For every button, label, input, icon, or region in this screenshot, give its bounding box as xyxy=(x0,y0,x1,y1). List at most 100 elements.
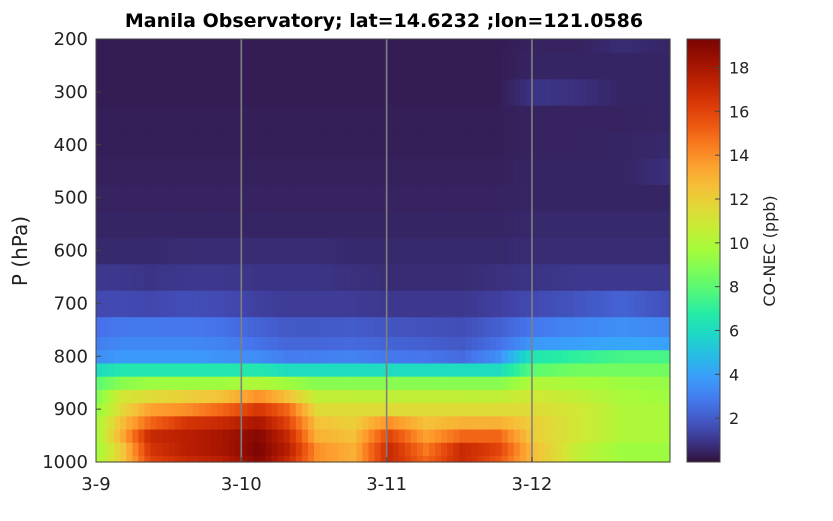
heatmap-cell xyxy=(229,349,236,364)
heatmap-cell xyxy=(126,210,133,238)
heatmap-cell xyxy=(429,105,436,133)
heatmap-cell xyxy=(562,316,569,338)
heatmap-cell xyxy=(368,389,376,404)
heatmap-cell xyxy=(416,428,424,443)
heatmap-cell xyxy=(198,336,206,351)
heatmap-cell xyxy=(126,157,133,186)
heatmap-cell xyxy=(168,290,176,318)
heatmap-cell xyxy=(580,290,588,318)
heatmap-cell xyxy=(410,389,418,404)
heatmap-cell xyxy=(592,237,600,265)
heatmap-cell xyxy=(320,455,327,463)
heatmap-cell xyxy=(356,52,364,80)
heatmap-cell xyxy=(435,442,442,456)
heatmap-cell xyxy=(150,263,158,291)
heatmap-cell xyxy=(138,442,146,456)
heatmap-cell xyxy=(356,415,364,430)
heatmap-cell xyxy=(198,210,206,238)
heatmap-cell xyxy=(289,290,297,318)
heatmap-cell xyxy=(483,428,491,443)
heatmap-cell xyxy=(531,362,539,377)
heatmap-cell xyxy=(416,237,424,265)
heatmap-cell xyxy=(574,263,581,291)
heatmap-cell xyxy=(604,362,612,377)
heatmap-cell xyxy=(217,389,224,404)
heatmap-cell xyxy=(634,442,642,456)
heatmap-cell xyxy=(144,157,152,186)
heatmap-cell xyxy=(616,415,624,430)
heatmap-cell xyxy=(168,105,176,133)
heatmap-cell xyxy=(186,442,194,456)
heatmap-cell xyxy=(150,157,158,186)
heatmap-cell xyxy=(447,39,454,53)
heatmap-cell xyxy=(659,376,666,390)
heatmap-cell xyxy=(259,157,267,186)
heatmap-cell xyxy=(465,184,472,212)
heatmap-cell xyxy=(174,131,182,159)
heatmap-cell xyxy=(332,442,339,456)
y-tick-label: 400 xyxy=(54,135,88,156)
heatmap-cell xyxy=(525,52,533,80)
heatmap-cell xyxy=(138,402,146,417)
heatmap-cell xyxy=(204,263,212,291)
heatmap-cell xyxy=(586,349,594,364)
heatmap-cell xyxy=(132,78,139,106)
heatmap-cell xyxy=(259,39,267,53)
heatmap-cell xyxy=(429,442,436,456)
heatmap-cell xyxy=(501,442,509,456)
heatmap-cell xyxy=(198,184,206,212)
heatmap-cell xyxy=(435,263,442,291)
heatmap-cell xyxy=(659,184,666,212)
heatmap-cell xyxy=(204,336,212,351)
heatmap-cell xyxy=(653,78,660,106)
heatmap-cell xyxy=(102,39,109,53)
heatmap-cell xyxy=(556,455,563,463)
heatmap-cell xyxy=(513,402,521,417)
heatmap-cell xyxy=(186,78,194,106)
heatmap-cell xyxy=(289,428,297,443)
heatmap-cell xyxy=(368,263,376,291)
heatmap-cell xyxy=(525,455,533,463)
heatmap-cell xyxy=(96,376,103,390)
heatmap-cell xyxy=(362,39,370,53)
heatmap-cell xyxy=(531,389,539,404)
heatmap-cell xyxy=(610,376,618,390)
heatmap-cell xyxy=(344,349,351,364)
heatmap-cell xyxy=(186,39,194,53)
heatmap-cell xyxy=(616,78,624,106)
heatmap-cell xyxy=(404,389,412,404)
heatmap-cell xyxy=(174,39,182,53)
heatmap-cell xyxy=(259,263,267,291)
heatmap-cell xyxy=(598,39,606,53)
heatmap-cell xyxy=(204,290,212,318)
heatmap-cell xyxy=(544,336,551,351)
heatmap-cell xyxy=(646,290,654,318)
heatmap-cell xyxy=(138,376,146,390)
heatmap-cell xyxy=(253,389,261,404)
heatmap-cell xyxy=(229,78,236,106)
heatmap-cell xyxy=(320,402,327,417)
heatmap-cell xyxy=(398,455,406,463)
heatmap-cell xyxy=(326,428,333,443)
heatmap-cell xyxy=(453,336,460,351)
heatmap-cell xyxy=(574,78,581,106)
heatmap-cell xyxy=(568,402,575,417)
heatmap-cell xyxy=(513,376,521,390)
heatmap-cell xyxy=(398,362,406,377)
heatmap-cell xyxy=(350,316,357,338)
heatmap-cell xyxy=(108,415,115,430)
heatmap-cell xyxy=(538,349,545,364)
heatmap-cell xyxy=(568,237,575,265)
heatmap-cell xyxy=(489,157,497,186)
heatmap-cell xyxy=(174,402,182,417)
heatmap-cell xyxy=(495,78,503,106)
heatmap-cell xyxy=(586,336,594,351)
heatmap-cell xyxy=(186,428,194,443)
heatmap-cell xyxy=(634,290,642,318)
heatmap-cell xyxy=(507,131,515,159)
heatmap-cell xyxy=(465,39,472,53)
heatmap-cell xyxy=(422,376,430,390)
heatmap-cell xyxy=(211,237,218,265)
heatmap-cell xyxy=(326,237,333,265)
heatmap-cell xyxy=(386,336,394,351)
